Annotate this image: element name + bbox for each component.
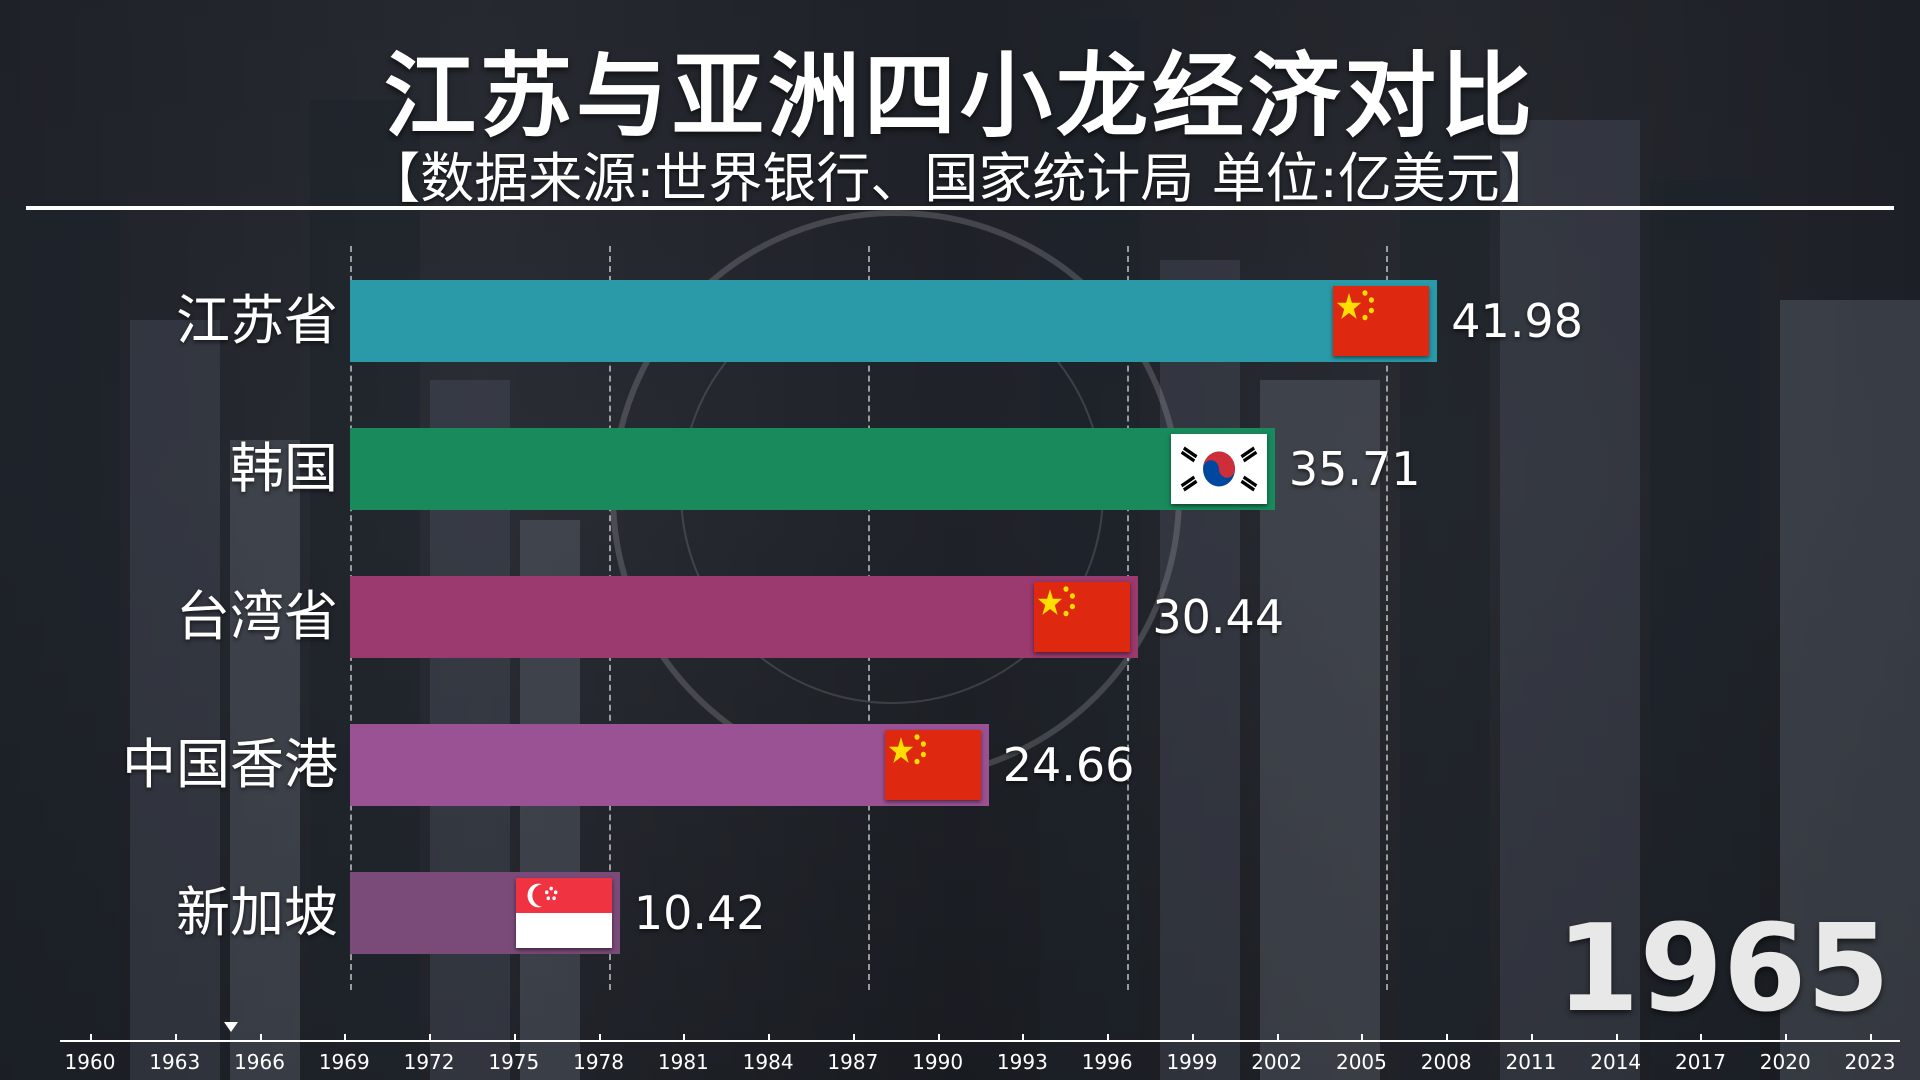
timeline-tick [90,1034,92,1042]
bar-category-label: 中国香港 [122,733,338,796]
bar-row: 新加坡 10.42 [0,872,1920,954]
timeline-tick-label: 1996 [1081,1050,1133,1074]
timeline-tick-label: 2017 [1675,1050,1726,1074]
grid-line [1386,246,1388,990]
bar-row: 韩国 35.71 [0,428,1920,510]
timeline-tick [1191,1034,1194,1042]
timeline-tick-label: 1981 [657,1050,709,1074]
bar [350,428,1275,510]
bar-row: 台湾省 30.44 [0,576,1920,658]
timeline-cursor-icon[interactable] [224,1022,239,1032]
bar-category-label: 韩国 [230,437,338,500]
timeline-tick-label: 1978 [573,1050,625,1074]
timeline-tick [1785,1034,1788,1042]
timeline-tick-label: 1984 [742,1050,794,1074]
timeline-line [60,1040,1900,1042]
timeline-tick-label: 2014 [1590,1050,1642,1074]
bar [350,724,989,806]
chart-title: 江苏与亚洲四小龙经济对比 [383,43,1536,150]
timeline-tick-label: 1966 [234,1050,285,1074]
bar-row: 江苏省 41.98 [0,280,1920,362]
timeline-tick [1700,1034,1703,1042]
timeline-tick-label: 2020 [1759,1050,1811,1074]
timeline-tick [768,1034,771,1042]
south-korea-flag-icon [1170,434,1267,504]
timeline-tick-label: 1975 [488,1050,540,1074]
timeline-tick-label: 2002 [1251,1050,1303,1074]
bar [350,280,1438,362]
chart-subtitle: 【数据来源:世界银行、国家统计局 单位:亿美元】 [366,147,1554,210]
timeline-tick [852,1034,855,1042]
bar-value-label: 10.42 [633,886,766,940]
timeline-tick [1615,1034,1618,1042]
timeline-tick [174,1034,177,1042]
timeline-tick [937,1034,940,1042]
timeline-tick [1870,1034,1872,1042]
timeline-tick-label: 1960 [64,1050,116,1074]
timeline-tick-label: 1993 [996,1050,1048,1074]
timeline-tick-label: 2005 [1335,1050,1387,1074]
title-divider [26,206,1894,210]
timeline-tick-label: 1963 [149,1050,201,1074]
china-flag-icon [1034,582,1131,652]
timeline-tick [344,1034,347,1042]
timeline-tick [429,1034,432,1042]
timeline-tick [1107,1034,1110,1042]
bar-category-label: 台湾省 [176,585,338,648]
china-flag-icon [884,730,981,800]
singapore-flag-icon [515,878,612,948]
timeline-tick-label: 1987 [827,1050,879,1074]
timeline-tick [513,1034,516,1042]
bar-category-label: 江苏省 [176,289,338,352]
timeline-tick [1530,1034,1533,1042]
timeline-tick-label: 1969 [318,1050,370,1074]
timeline-tick [683,1034,686,1042]
bar-value-label: 41.98 [1451,294,1583,348]
timeline-tick [1276,1034,1279,1042]
timeline-tick [1361,1034,1364,1042]
timeline-tick-label: 2008 [1420,1050,1472,1074]
timeline-tick-label: 1990 [912,1050,964,1074]
bar-value-label: 30.44 [1152,590,1285,644]
timeline-tick [1446,1034,1449,1042]
bar [350,576,1139,658]
bar-value-label: 35.71 [1288,442,1421,496]
bar-category-label: 新加坡 [176,881,338,944]
timeline-tick [1022,1034,1025,1042]
timeline-tick-label: 2011 [1505,1050,1557,1074]
timeline-tick-label: 1972 [403,1050,455,1074]
china-flag-icon [1333,286,1430,356]
bar-value-label: 24.66 [1002,738,1135,792]
current-year-label: 1965 [1556,900,1890,1039]
timeline-tick-label: 2023 [1844,1050,1896,1074]
timeline-tick [259,1034,262,1042]
timeline-tick [598,1034,601,1042]
timeline-tick-label: 1999 [1166,1050,1218,1074]
bar-row: 中国香港 24.66 [0,724,1920,806]
